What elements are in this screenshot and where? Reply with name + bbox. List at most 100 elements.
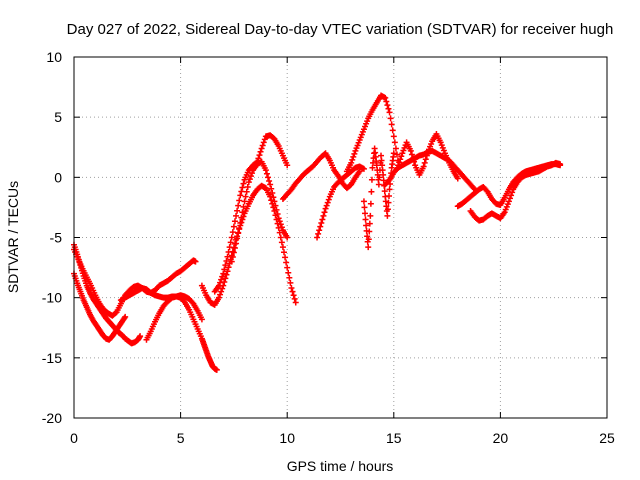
data-point — [229, 229, 236, 236]
data-point — [324, 199, 331, 206]
data-point — [223, 271, 230, 278]
y-tick-label: -20 — [42, 410, 62, 426]
data-point — [218, 288, 225, 295]
plot-frame — [73, 56, 608, 419]
data-point — [240, 180, 247, 187]
data-point — [258, 145, 265, 152]
data-point — [283, 259, 290, 266]
y-axis-label: SDTVAR / TECUs — [5, 181, 21, 293]
data-point — [256, 152, 263, 159]
data-point — [384, 102, 391, 109]
series-points — [279, 150, 363, 202]
data-point — [137, 333, 144, 340]
data-point — [395, 162, 402, 169]
data-point — [261, 136, 268, 143]
data-point — [217, 291, 224, 298]
data-point — [286, 274, 293, 281]
data-point — [228, 234, 235, 241]
data-point — [386, 109, 393, 116]
data-point — [218, 276, 225, 283]
data-point — [241, 198, 248, 205]
data-point — [244, 183, 251, 190]
data-point — [267, 181, 274, 188]
data-point — [289, 288, 296, 295]
data-point — [231, 245, 238, 252]
data-point — [271, 198, 278, 205]
data-point — [409, 155, 416, 162]
data-point — [284, 234, 291, 241]
series-points — [395, 131, 461, 182]
data-points — [71, 92, 564, 373]
data-point — [393, 151, 400, 158]
x-tick-label: 0 — [70, 430, 78, 446]
data-point — [386, 192, 393, 199]
data-point — [387, 115, 394, 122]
data-point — [408, 151, 415, 158]
data-point — [384, 212, 391, 219]
data-point — [240, 203, 247, 210]
data-point — [112, 310, 119, 317]
data-point — [213, 366, 220, 373]
data-point — [239, 184, 246, 191]
series-points — [228, 158, 291, 265]
data-point — [233, 240, 240, 247]
data-point — [237, 192, 244, 199]
data-point — [222, 275, 229, 282]
data-point — [389, 127, 396, 134]
data-point — [278, 224, 285, 231]
data-point — [422, 156, 429, 163]
data-point — [368, 188, 375, 195]
data-point — [268, 197, 275, 204]
data-point — [198, 316, 205, 323]
data-point — [322, 205, 329, 212]
data-point — [381, 188, 388, 195]
chart-title: Day 027 of 2022, Sidereal Day-to-day VTE… — [67, 21, 614, 38]
data-point — [360, 198, 367, 205]
data-point — [368, 176, 375, 183]
data-point — [396, 159, 403, 166]
data-point — [277, 221, 284, 228]
series-points — [343, 92, 402, 175]
data-point — [266, 177, 273, 184]
data-point — [228, 258, 235, 265]
data-point — [350, 153, 357, 160]
data-point — [398, 153, 405, 160]
data-point — [557, 161, 564, 168]
data-point — [279, 244, 286, 251]
data-point — [285, 269, 292, 276]
data-point — [376, 174, 383, 181]
y-tick-label: 0 — [54, 169, 62, 185]
data-point — [321, 209, 328, 216]
data-point — [233, 212, 240, 219]
data-point — [274, 211, 281, 218]
data-point — [221, 266, 228, 273]
data-point — [407, 147, 414, 154]
data-point — [420, 163, 427, 170]
data-point — [291, 295, 298, 302]
series-points — [71, 241, 144, 347]
data-point — [366, 220, 373, 227]
y-tick-label: -10 — [42, 290, 62, 306]
data-point — [219, 285, 226, 292]
series-points — [467, 159, 564, 224]
data-point — [284, 264, 291, 271]
data-point — [277, 234, 284, 241]
data-point — [217, 279, 224, 286]
data-point — [363, 222, 370, 229]
data-point — [276, 218, 283, 225]
data-point — [397, 156, 404, 163]
series-points — [360, 145, 397, 251]
data-point — [367, 212, 374, 219]
grid-lines — [74, 57, 607, 418]
data-point — [225, 248, 232, 255]
x-tick-label: 25 — [599, 430, 615, 446]
data-point — [364, 233, 371, 240]
data-point — [268, 185, 275, 192]
data-point — [180, 298, 187, 305]
data-point — [318, 220, 325, 227]
data-point — [220, 270, 227, 277]
series-points — [454, 161, 564, 210]
data-point — [392, 145, 399, 152]
data-point — [382, 94, 389, 101]
y-tick-label: -15 — [42, 350, 62, 366]
